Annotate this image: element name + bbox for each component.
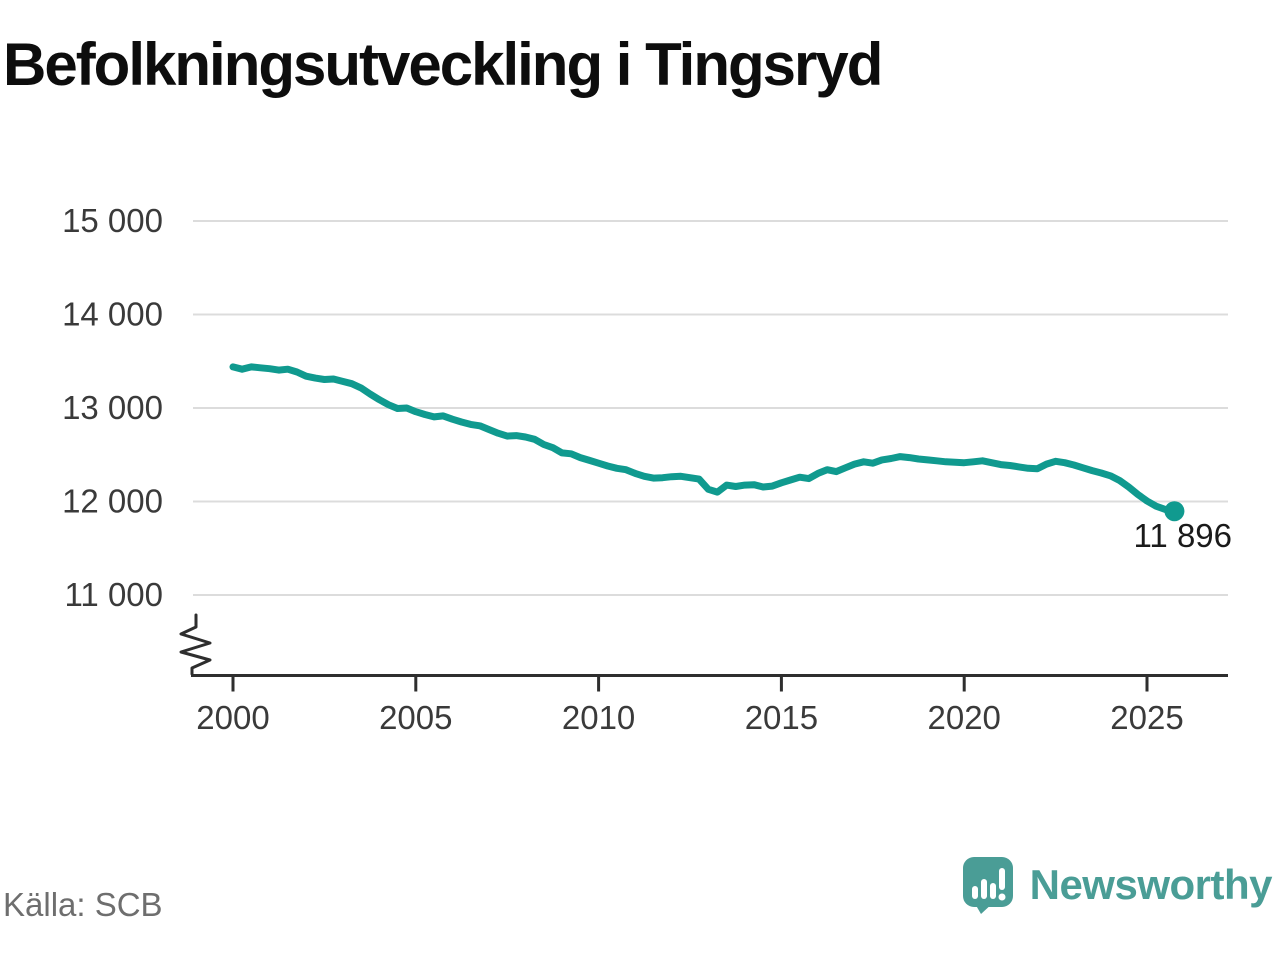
x-tick-label-2020: 2020 [927,699,1000,736]
logo-exclamation-dot [998,893,1006,901]
x-tick-label-2010: 2010 [562,699,635,736]
x-tick-label-2025: 2025 [1110,699,1183,736]
logo-bar-1 [971,886,978,899]
y-tick-label-13000: 13 000 [62,389,163,426]
y-tick-label-14000: 14 000 [62,296,163,333]
newsworthy-branding: Newsworthy [962,856,1273,914]
x-tick-label-2015: 2015 [745,699,818,736]
end-point-value-label: 11 896 [1134,517,1232,554]
y-tick-label-11000: 11 000 [65,576,163,613]
logo-exclamation-bar [998,868,1005,890]
chart-title: Befolkningsutveckling i Tingsryd [3,31,883,98]
source-caption: Källa: SCB [3,886,163,923]
x-tick-label-2005: 2005 [379,699,452,736]
logo-bar-2 [980,879,987,899]
y-axis-break-icon [179,613,212,676]
newsworthy-wordmark: Newsworthy [1029,861,1273,908]
end-point-marker [1164,501,1185,522]
newsworthy-logo-icon [962,857,1013,914]
population-line [229,363,1178,515]
y-tick-label-15000: 15 000 [62,202,163,239]
logo-bubble-tail [973,902,994,914]
logo-bubble [962,857,1013,907]
y-tick-label-12000: 12 000 [62,483,163,520]
logo-bar-3 [989,883,996,899]
x-tick-label-2000: 2000 [196,699,269,736]
